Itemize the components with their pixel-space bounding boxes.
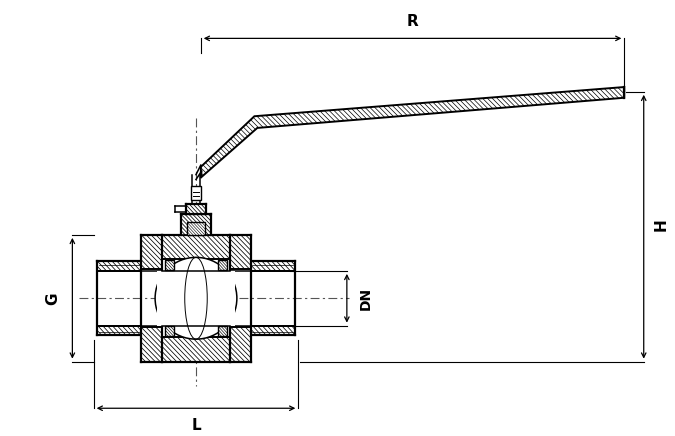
Polygon shape [97, 261, 140, 271]
Polygon shape [230, 327, 252, 361]
Polygon shape [162, 235, 230, 259]
Polygon shape [252, 261, 295, 271]
Bar [157, 271, 235, 326]
Text: DN: DN [358, 287, 373, 310]
Polygon shape [252, 326, 295, 335]
Polygon shape [162, 337, 230, 361]
Polygon shape [230, 235, 252, 269]
Text: R: R [406, 14, 418, 29]
Circle shape [155, 257, 237, 339]
Text: H: H [653, 218, 668, 231]
Polygon shape [97, 326, 140, 335]
Text: L: L [191, 418, 200, 433]
Polygon shape [165, 260, 173, 270]
Polygon shape [187, 222, 205, 235]
Polygon shape [165, 327, 173, 336]
Polygon shape [201, 87, 624, 177]
Polygon shape [182, 214, 211, 235]
Polygon shape [186, 204, 206, 214]
Text: G: G [46, 292, 61, 304]
Bar [191, 186, 201, 200]
Polygon shape [219, 327, 227, 336]
Polygon shape [140, 327, 162, 361]
Polygon shape [219, 260, 227, 270]
Polygon shape [140, 235, 162, 269]
